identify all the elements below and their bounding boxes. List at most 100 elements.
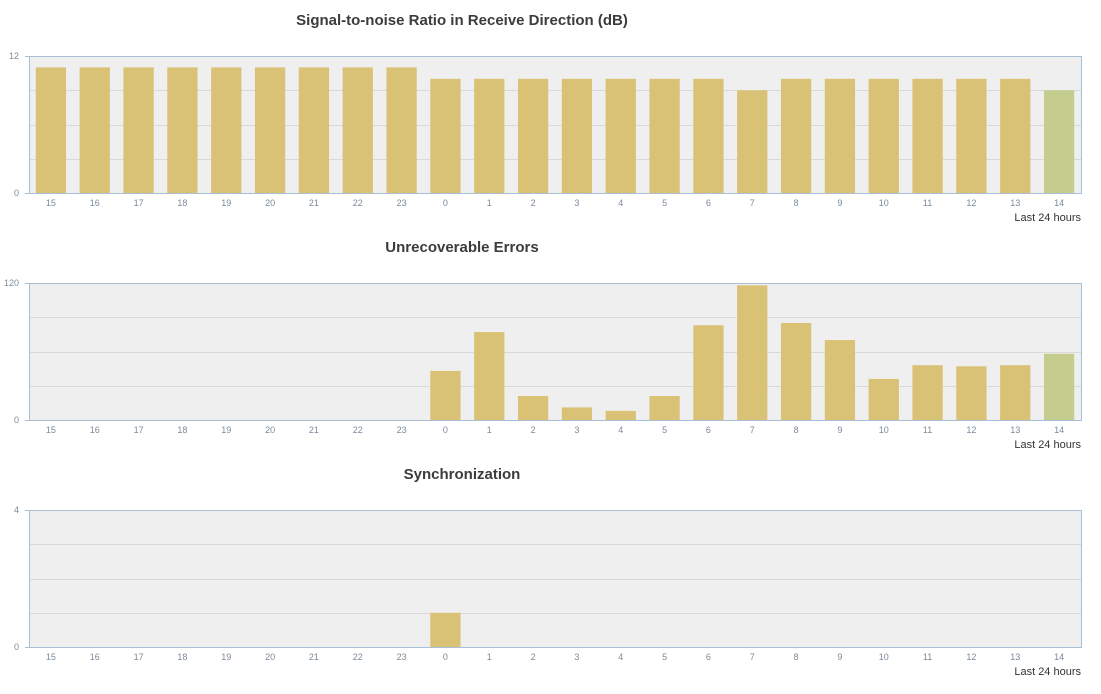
x-tick-label: 12 (966, 425, 976, 435)
bar[interactable] (211, 67, 242, 193)
x-tick-label: 20 (265, 198, 275, 208)
x-tick-label: 15 (46, 652, 56, 662)
bar[interactable] (430, 612, 461, 647)
x-tick-label: 8 (794, 425, 799, 435)
bar[interactable] (824, 340, 856, 420)
bar[interactable] (79, 67, 110, 193)
x-tick-label: 11 (923, 425, 932, 435)
bar[interactable] (956, 366, 987, 420)
y-tick-label: 0 (14, 188, 19, 198)
bar[interactable] (298, 67, 330, 193)
x-axis-label: Last 24 hours (1014, 666, 1081, 678)
bar[interactable] (693, 78, 724, 193)
x-tick-label: 0 (443, 425, 448, 435)
bar[interactable] (517, 396, 549, 420)
bar[interactable] (254, 67, 286, 193)
x-tick-label: 7 (750, 198, 755, 208)
chart-panel-unrecoverable-errors: Unrecoverable Errors 0 120 15 16 17 18 19 20 21 2… (0, 227, 1101, 454)
bar[interactable] (430, 78, 461, 193)
bar[interactable] (868, 378, 899, 420)
bar[interactable] (912, 78, 943, 193)
bar[interactable] (912, 365, 943, 420)
x-tick-label: 14 (1054, 198, 1064, 208)
x-tick-label: 13 (1010, 652, 1020, 662)
x-tick-label: 16 (90, 198, 100, 208)
bar[interactable] (123, 67, 154, 193)
x-tick-label: 18 (177, 652, 187, 662)
x-tick-label: 19 (221, 198, 231, 208)
x-tick-label: 4 (618, 198, 623, 208)
bar[interactable] (342, 67, 373, 193)
x-tick-label: 11 (923, 652, 932, 662)
x-tick-label: 10 (879, 198, 889, 208)
bar[interactable] (167, 67, 198, 193)
x-tick-label: 13 (1010, 198, 1020, 208)
bar[interactable] (780, 322, 812, 420)
y-tick-label: 0 (14, 642, 19, 652)
x-tick-label: 4 (618, 425, 623, 435)
bar[interactable] (1043, 353, 1075, 420)
chart-panel-synchronization: Synchronization 0 4 15 16 17 18 19 20 21 22 23 0 1 2 3… (0, 454, 1101, 694)
bar[interactable] (824, 78, 856, 193)
x-tick-label: 13 (1010, 425, 1020, 435)
bar[interactable] (737, 285, 768, 420)
x-tick-label: 2 (531, 425, 536, 435)
bar[interactable] (474, 332, 505, 420)
bar[interactable] (780, 78, 812, 193)
x-tick-label: 19 (221, 425, 231, 435)
bar[interactable] (1043, 90, 1075, 193)
x-tick-label: 0 (443, 652, 448, 662)
x-tick-label: 19 (221, 652, 231, 662)
bar[interactable] (956, 78, 987, 193)
bar[interactable] (1000, 365, 1031, 420)
x-tick-label: 17 (134, 198, 144, 208)
x-tick-label: 21 (309, 652, 319, 662)
y-tick-label: 0 (14, 415, 19, 425)
bar[interactable] (605, 78, 636, 193)
x-tick-label: 18 (177, 425, 187, 435)
bar[interactable] (693, 325, 724, 420)
x-tick-label: 1 (487, 652, 492, 662)
chart-title: Signal-to-noise Ratio in Receive Directi… (296, 12, 628, 29)
x-tick-label: 1 (487, 425, 492, 435)
x-tick-label: 9 (837, 652, 842, 662)
x-tick-label: 16 (90, 425, 100, 435)
bar[interactable] (737, 90, 768, 193)
bar[interactable] (1000, 78, 1031, 193)
bar[interactable] (868, 78, 899, 193)
x-tick-label: 21 (309, 198, 319, 208)
bar[interactable] (430, 370, 461, 420)
bar[interactable] (649, 78, 680, 193)
bar[interactable] (35, 67, 67, 193)
x-tick-label: 3 (574, 425, 579, 435)
x-tick-label: 11 (923, 198, 932, 208)
x-tick-label: 5 (662, 198, 667, 208)
bar[interactable] (474, 78, 505, 193)
y-tick-label: 120 (4, 278, 19, 288)
bar[interactable] (517, 78, 549, 193)
x-tick-label: 17 (134, 652, 144, 662)
x-tick-label: 22 (353, 198, 363, 208)
x-tick-label: 8 (794, 652, 799, 662)
x-tick-label: 3 (574, 198, 579, 208)
x-tick-label: 12 (966, 652, 976, 662)
x-axis-label: Last 24 hours (1014, 439, 1081, 451)
x-tick-label: 2 (531, 652, 536, 662)
bar[interactable] (605, 410, 636, 420)
y-tick-label: 4 (14, 505, 19, 515)
x-tick-label: 20 (265, 425, 275, 435)
bar[interactable] (649, 396, 680, 420)
chart-panel-snr: Signal-to-noise Ratio in Receive Directi… (0, 0, 1101, 227)
bar[interactable] (561, 78, 593, 193)
x-tick-label: 23 (397, 198, 407, 208)
x-tick-label: 7 (750, 652, 755, 662)
bar[interactable] (386, 67, 417, 193)
bar[interactable] (561, 407, 593, 420)
x-axis-label: Last 24 hours (1014, 212, 1081, 224)
x-tick-label: 0 (443, 198, 448, 208)
chart-title: Unrecoverable Errors (385, 239, 539, 256)
x-tick-label: 12 (966, 198, 976, 208)
x-tick-label: 10 (879, 425, 889, 435)
x-tick-label: 10 (879, 652, 889, 662)
